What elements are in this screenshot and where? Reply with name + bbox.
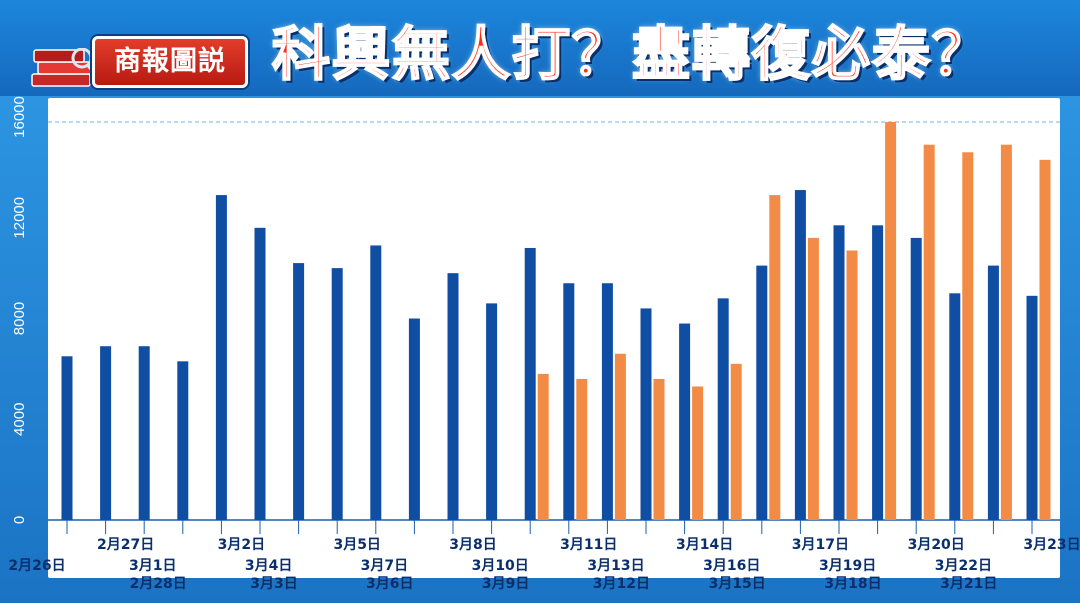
- x-tick-label: 3月11日: [560, 537, 617, 553]
- x-tick-label: 3月23日: [1023, 537, 1080, 553]
- x-tick-label: 3月17日: [792, 537, 849, 553]
- bar-series-1: [293, 263, 305, 520]
- x-tick-label: 3月14日: [676, 537, 733, 553]
- bar-series-1: [486, 303, 498, 520]
- bar-series-1: [872, 225, 884, 520]
- x-tick-label: 2月26日: [8, 558, 65, 574]
- bar-series-1: [524, 247, 536, 520]
- bar-series-1: [640, 308, 652, 520]
- y-tick-label: 12000: [11, 197, 28, 239]
- x-tick-label: 3月22日: [935, 558, 992, 574]
- x-tick-label: 3月21日: [940, 576, 997, 592]
- magnifier-icon: [71, 48, 93, 69]
- bar-series-2: [537, 373, 549, 520]
- x-tick-label: 3月2日: [218, 537, 265, 553]
- x-tick-label: 3月3日: [250, 576, 297, 592]
- y-tick-label: 16000: [11, 96, 28, 138]
- bar-series-1: [447, 273, 459, 520]
- x-tick-label: 3月6日: [366, 576, 413, 592]
- bar-series-2: [653, 378, 665, 520]
- x-tick-label: 3月9日: [482, 576, 529, 592]
- bar-series-1: [331, 268, 343, 520]
- section-badge: 商報圖説: [92, 36, 248, 88]
- bar-series-1: [833, 225, 845, 520]
- x-tick-label: 3月1日: [129, 558, 176, 574]
- bar-series-2: [807, 237, 819, 520]
- x-tick-label: 3月4日: [245, 558, 292, 574]
- x-tick-label: 2月28日: [130, 576, 187, 592]
- bar-series-1: [1026, 295, 1038, 520]
- bar-series-1: [601, 283, 613, 520]
- bar-series-2: [846, 250, 858, 520]
- x-tick-label: 3月15日: [709, 576, 766, 592]
- bar-series-1: [756, 265, 768, 520]
- bar-series-1: [949, 293, 961, 520]
- bar-series-2: [1039, 159, 1051, 520]
- y-tick-label: 8000: [11, 302, 28, 335]
- bar-series-1: [100, 346, 112, 520]
- bar-series-1: [408, 318, 420, 520]
- bar-series-2: [923, 144, 935, 521]
- x-tick-label: 3月16日: [703, 558, 760, 574]
- bar-series-2: [962, 152, 974, 520]
- bar-series-2: [1000, 144, 1012, 521]
- y-tick-label: 0: [11, 516, 28, 524]
- x-tick-label: 3月13日: [587, 558, 644, 574]
- bar-series-1: [563, 283, 575, 520]
- page-title: 科興無人打？盡轉復必泰？: [271, 19, 993, 89]
- bar-series-1: [254, 227, 266, 520]
- bar-series-2: [692, 386, 704, 520]
- x-tick-label: 3月12日: [593, 576, 650, 592]
- bar-series-1: [61, 356, 73, 520]
- bar-series-2: [730, 363, 742, 520]
- bar-series-1: [717, 298, 729, 520]
- bar-series-1: [215, 195, 227, 521]
- x-tick-label: 3月19日: [819, 558, 876, 574]
- x-tick-label: 3月8日: [449, 537, 496, 553]
- x-tick-label: 3月7日: [361, 558, 408, 574]
- bar-series-1: [679, 323, 691, 520]
- x-tick-label: 3月5日: [333, 537, 380, 553]
- x-tick-label: 3月10日: [472, 558, 529, 574]
- bar-series-2: [614, 353, 626, 520]
- bar-series-1: [138, 346, 150, 520]
- bar-series-2: [576, 378, 588, 520]
- bar-series-2: [769, 195, 781, 521]
- x-tick-label: 3月18日: [824, 576, 881, 592]
- x-tick-label: 3月20日: [908, 537, 965, 553]
- bar-series-1: [987, 265, 999, 520]
- bar-series-1: [910, 237, 922, 520]
- header-banner: 商報圖説 科興無人打？盡轉復必泰？: [0, 0, 1080, 96]
- x-tick-label: 2月27日: [97, 537, 154, 553]
- bar-series-1: [794, 190, 806, 520]
- bar-series-2: [885, 122, 897, 520]
- bar-series-1: [177, 361, 189, 520]
- bar-series-1: [370, 245, 382, 521]
- y-tick-label: 4000: [11, 403, 28, 436]
